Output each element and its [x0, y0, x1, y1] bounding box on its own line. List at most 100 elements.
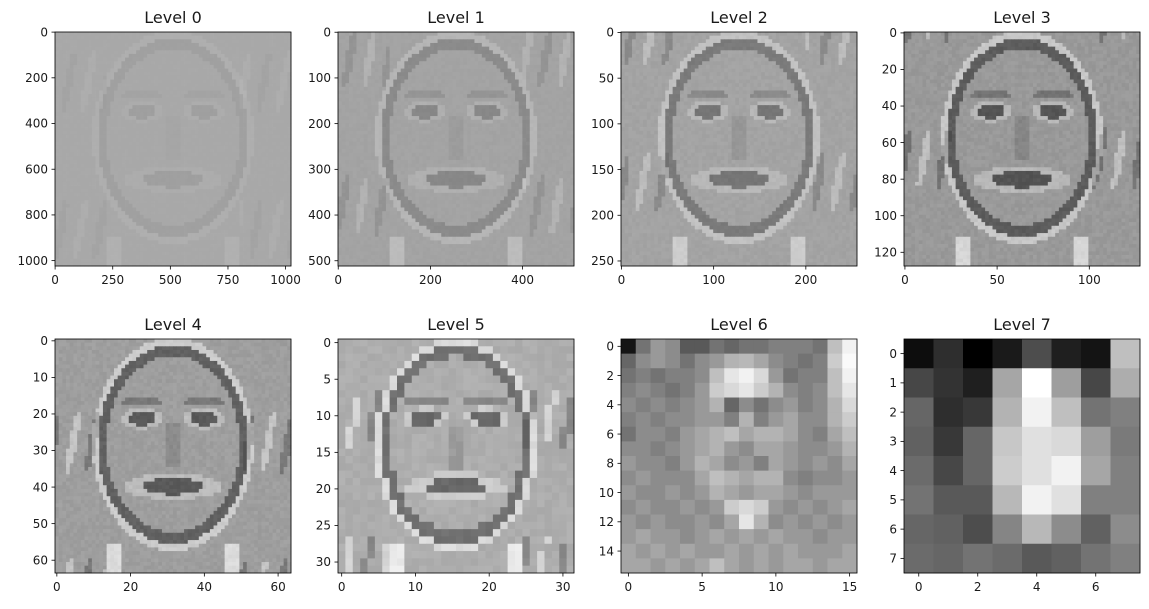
- heatmap-cell: [276, 32, 280, 36]
- heatmap-cell: [511, 36, 515, 40]
- heatmap-cell: [107, 91, 111, 95]
- heatmap-cell: [147, 58, 151, 62]
- heatmap-cell: [121, 134, 125, 138]
- heatmap-cell: [99, 72, 103, 76]
- heatmap-cell: [191, 237, 195, 241]
- heatmap-cell: [155, 87, 159, 91]
- heatmap-cell: [55, 175, 59, 179]
- heatmap-cell: [62, 175, 66, 179]
- heatmap-cell: [552, 65, 556, 69]
- heatmap-cell: [85, 200, 89, 204]
- heatmap-cell: [232, 255, 236, 259]
- heatmap-cell: [401, 61, 405, 65]
- heatmap-cell: [88, 36, 92, 40]
- heatmap-cell: [169, 69, 173, 73]
- heatmap-cell: [151, 50, 155, 54]
- heatmap-cell: [276, 200, 280, 204]
- heatmap-cell: [247, 87, 251, 91]
- heatmap-cell: [254, 39, 258, 43]
- heatmap-cell: [262, 226, 266, 230]
- heatmap-cell: [180, 36, 184, 40]
- heatmap-cell: [210, 134, 214, 138]
- heatmap-cell: [236, 229, 240, 233]
- heatmap-cell: [125, 43, 129, 47]
- heatmap-cell: [250, 149, 254, 153]
- heatmap-cell: [243, 189, 247, 193]
- heatmap-cell: [225, 204, 229, 208]
- heatmap-cell: [217, 32, 221, 36]
- heatmap-cell: [284, 208, 288, 212]
- heatmap-cell: [140, 255, 144, 259]
- heatmap-cell: [467, 36, 471, 40]
- heatmap-cell: [92, 208, 96, 212]
- heatmap-cell: [239, 98, 243, 102]
- heatmap-cell: [214, 50, 218, 54]
- heatmap-cell: [121, 54, 125, 58]
- heatmap-cell: [427, 58, 431, 62]
- heatmap-cell: [114, 94, 118, 98]
- heatmap-cell: [386, 47, 390, 51]
- heatmap-cell: [121, 193, 125, 197]
- heatmap-cell: [77, 94, 81, 98]
- heatmap-cell: [206, 222, 210, 226]
- heatmap-cell: [445, 54, 449, 58]
- heatmap-cell: [210, 218, 214, 222]
- heatmap-cell: [530, 76, 534, 80]
- heatmap-cell: [225, 98, 229, 102]
- heatmap-cell: [239, 94, 243, 98]
- heatmap-cell: [338, 32, 342, 36]
- heatmap-cell: [195, 167, 199, 171]
- heatmap-cell: [180, 204, 184, 208]
- heatmap-cell: [489, 58, 493, 62]
- heatmap-cell: [158, 189, 162, 193]
- heatmap-cell: [210, 237, 214, 241]
- heatmap-cell: [353, 43, 357, 47]
- heatmap-cell: [250, 138, 254, 142]
- heatmap-cell: [449, 65, 453, 69]
- heatmap-cell: [269, 233, 273, 237]
- heatmap-cell: [180, 248, 184, 252]
- heatmap-cell: [371, 43, 375, 47]
- heatmap-cell: [221, 193, 225, 197]
- heatmap-cell: [236, 87, 240, 91]
- heatmap-cell: [144, 142, 148, 146]
- heatmap-cell: [103, 189, 107, 193]
- heatmap-cell: [206, 32, 210, 36]
- heatmap-cell: [427, 43, 431, 47]
- heatmap-cell: [158, 116, 162, 120]
- heatmap-cell: [81, 138, 85, 142]
- heatmap-cell: [66, 109, 70, 113]
- heatmap-cell: [166, 65, 170, 69]
- heatmap-cell: [265, 112, 269, 116]
- heatmap-cell: [228, 153, 232, 157]
- heatmap-cell: [269, 58, 273, 62]
- heatmap-cell: [147, 83, 151, 87]
- heatmap-cell: [103, 248, 107, 252]
- heatmap-cell: [250, 61, 254, 65]
- heatmap-cell: [427, 72, 431, 76]
- heatmap-cell: [452, 54, 456, 58]
- heatmap-cell: [177, 171, 181, 175]
- heatmap-cell: [92, 101, 96, 105]
- heatmap-cell: [225, 171, 229, 175]
- heatmap-cell: [401, 50, 405, 54]
- heatmap-cell: [191, 218, 195, 222]
- heatmap-cell: [129, 153, 133, 157]
- heatmap-cell: [210, 156, 214, 160]
- heatmap-cell: [188, 233, 192, 237]
- heatmap-cell: [438, 58, 442, 62]
- heatmap-cell: [217, 47, 221, 51]
- heatmap-cell: [515, 47, 519, 51]
- heatmap-cell: [118, 39, 122, 43]
- heatmap-cell: [280, 134, 284, 138]
- heatmap-cell: [276, 58, 280, 62]
- heatmap-cell: [239, 69, 243, 73]
- heatmap-cell: [180, 58, 184, 62]
- heatmap-cell: [382, 39, 386, 43]
- heatmap-cell: [360, 43, 364, 47]
- heatmap-cell: [136, 200, 140, 204]
- heatmap-cell: [180, 43, 184, 47]
- heatmap-cell: [262, 229, 266, 233]
- heatmap-cell: [243, 61, 247, 65]
- heatmap-cell: [173, 112, 177, 116]
